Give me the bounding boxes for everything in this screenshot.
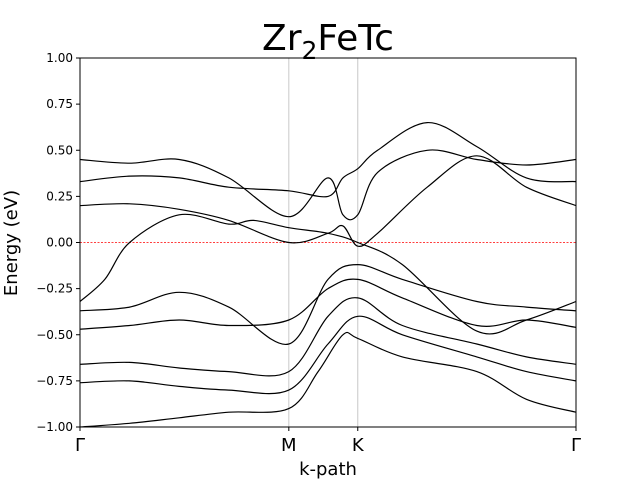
y-tick-label: 0.00 xyxy=(46,236,73,250)
band-line xyxy=(80,149,576,221)
band-line xyxy=(80,297,576,377)
y-tick-label: −0.50 xyxy=(36,328,73,342)
y-tick-label: 0.75 xyxy=(46,97,73,111)
y-tick-label: 0.25 xyxy=(46,189,73,203)
y-axis: 1.00 0.75 0.50 0.25 0.00 −0.25 −0.50 −0.75 −1.00 xyxy=(36,51,80,434)
y-tick-label: −0.25 xyxy=(36,282,73,296)
y-tick-label: 0.50 xyxy=(46,143,73,157)
y-tick-label: −0.75 xyxy=(36,374,73,388)
x-tick-label: M xyxy=(281,435,297,456)
x-tick-label: Γ xyxy=(75,435,85,456)
band-line xyxy=(80,121,576,198)
x-tick-label: K xyxy=(352,435,365,456)
y-tick-label: 1.00 xyxy=(46,51,73,65)
band-line xyxy=(80,263,576,345)
chart-title-rest: FeTc xyxy=(317,18,394,59)
band-line xyxy=(80,331,576,427)
x-axis-label: k-path xyxy=(299,459,357,480)
band-lines xyxy=(80,121,576,427)
chart-title-main: Zr xyxy=(262,18,302,59)
y-axis-label: Energy (eV) xyxy=(1,190,22,296)
chart-title-subscript: 2 xyxy=(302,36,318,65)
band-line xyxy=(80,315,576,395)
x-tick-label: Γ xyxy=(571,435,581,456)
band-line xyxy=(80,278,576,330)
band-line xyxy=(80,213,576,335)
y-tick-label: −1.00 xyxy=(36,420,73,434)
band-line xyxy=(80,155,576,247)
